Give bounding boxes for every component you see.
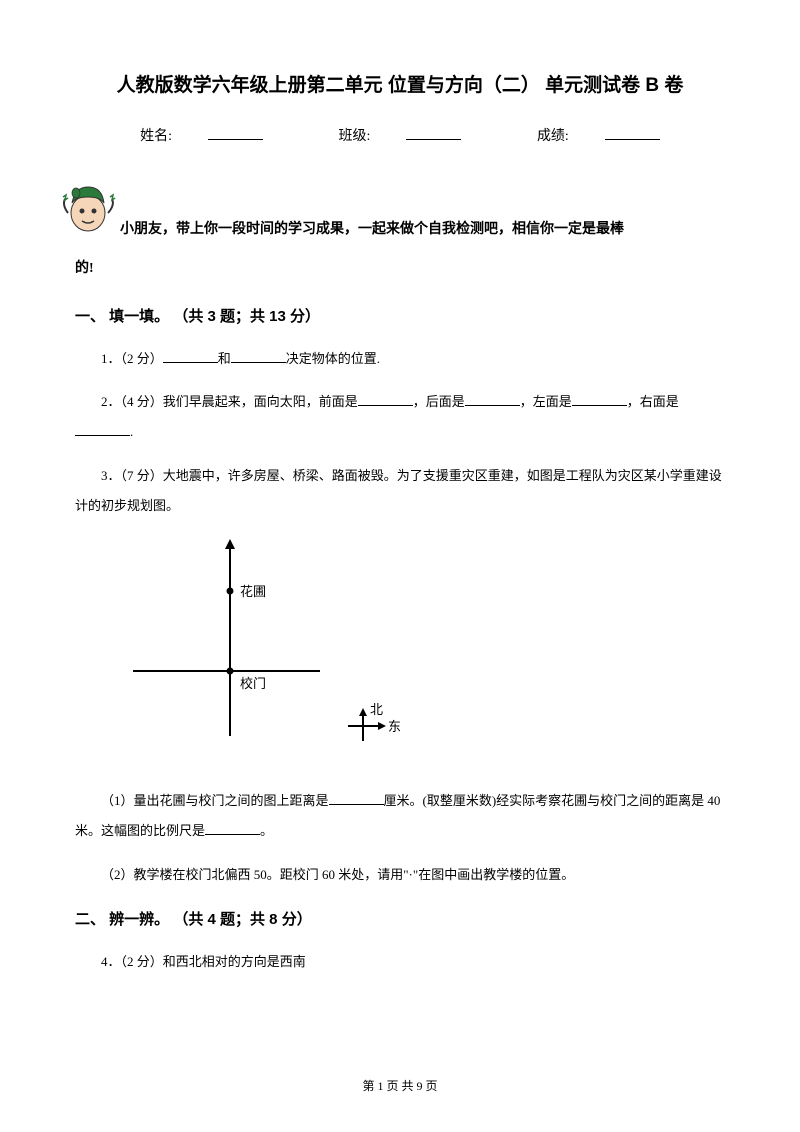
encourage-text-1: 小朋友，带上你一段时间的学习成果，一起来做个自我检测吧，相信你一定是最棒 <box>120 175 725 246</box>
compass-east: 东 <box>388 719 401 734</box>
section-2-header: 二、 辨一辨。 （共 4 题；共 8 分） <box>75 908 725 929</box>
coordinate-diagram: 花圃 校门 北 东 <box>125 536 415 766</box>
encourage-text-2: 的! <box>75 254 725 285</box>
score-label: 成绩: <box>519 129 678 144</box>
section-1-header: 一、 填一填。 （共 3 题；共 13 分） <box>75 305 725 326</box>
label-flower: 花圃 <box>240 584 266 599</box>
compass-north: 北 <box>370 702 383 717</box>
question-3-sub2: （2）教学楼在校门北偏西 50。距校门 60 米处，请用"·"在图中画出教学楼的… <box>75 860 725 890</box>
info-line: 姓名: 班级: 成绩: <box>75 125 725 145</box>
class-label: 班级: <box>321 129 480 144</box>
question-3-sub1: （1）量出花圃与校门之间的图上距离是厘米。(取整厘米数)经实际考察花圃与校门之间… <box>75 786 725 846</box>
label-gate: 校门 <box>240 676 266 691</box>
question-2: 2．（4 分）我们早晨起来，面向太阳，前面是，后面是，左面是，右面是. <box>75 387 725 447</box>
question-4: 4．（2 分）和西北相对的方向是西南 <box>75 947 725 977</box>
page-footer: 第 1 页 共 9 页 <box>0 1077 800 1094</box>
mascot-icon <box>60 175 120 240</box>
name-label: 姓名: <box>122 129 281 144</box>
question-3: 3．（7 分）大地震中，许多房屋、桥梁、路面被毁。为了支援重灾区重建，如图是工程… <box>75 461 725 521</box>
question-1: 1．（2 分）和决定物体的位置. <box>75 344 725 374</box>
page-title: 人教版数学六年级上册第二单元 位置与方向（二） 单元测试卷 B 卷 <box>75 70 725 97</box>
